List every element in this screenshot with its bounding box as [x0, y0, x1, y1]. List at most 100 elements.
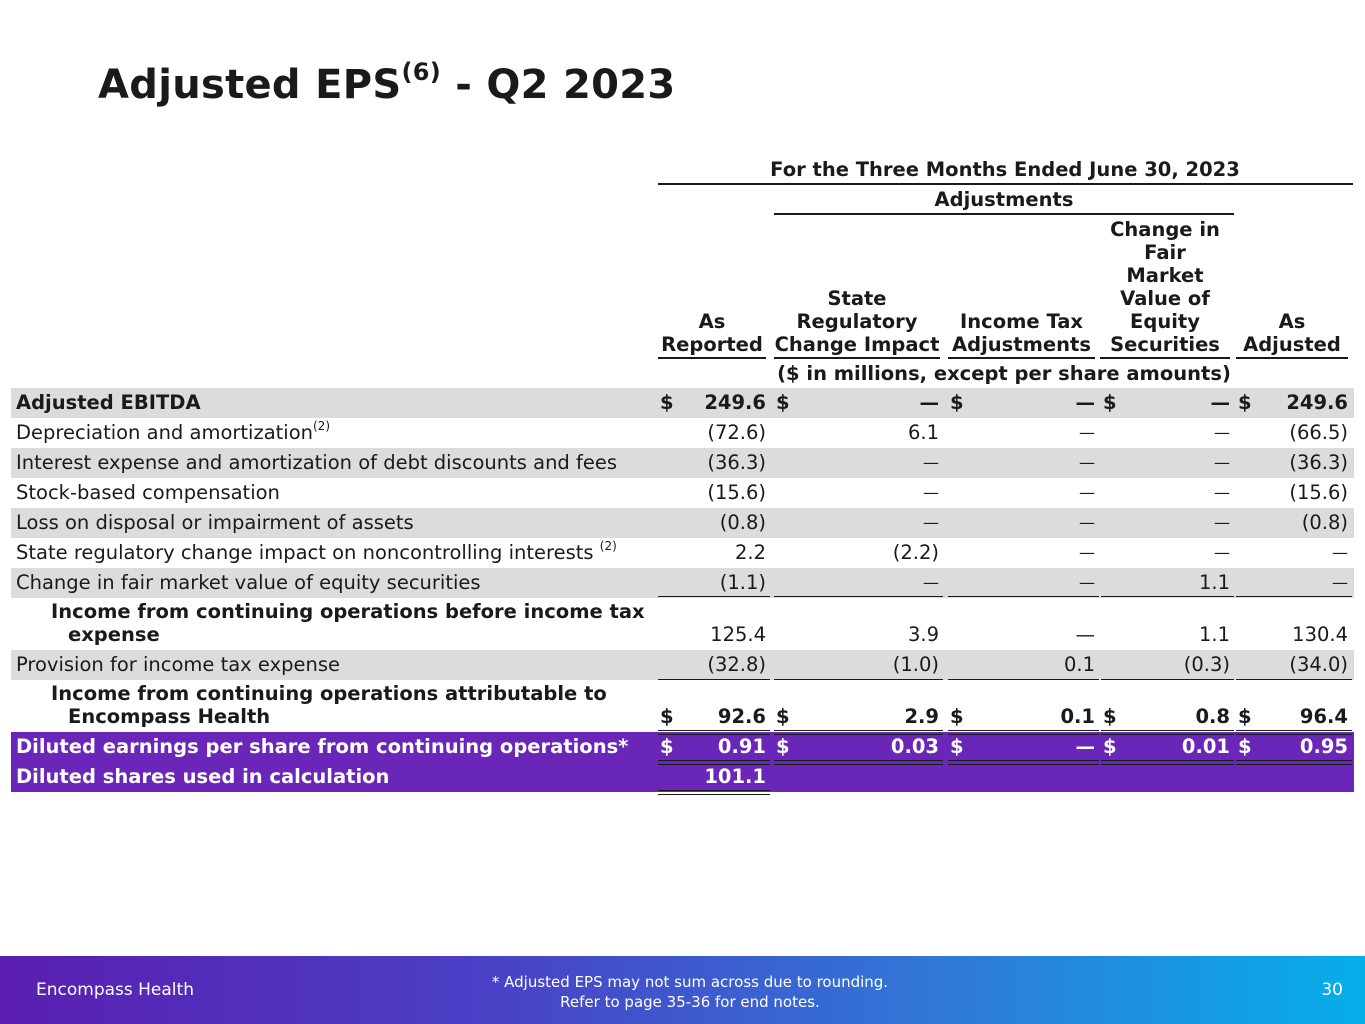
table-cell: — — [1079, 483, 1095, 502]
table-cell: (36.3) — [1289, 451, 1348, 474]
period-header-rule — [658, 183, 1353, 185]
column-header-rule-3 — [1100, 357, 1230, 359]
table-row: Income from continuing operations attrib… — [11, 680, 1354, 732]
table-row: Change in fair market value of equity se… — [11, 568, 1354, 598]
row-label: Diluted earnings per share from continui… — [16, 735, 629, 758]
row-label: Stock-based compensation — [16, 481, 280, 504]
row-label: Provision for income tax expense — [16, 653, 341, 676]
title-superscript: (6) — [401, 58, 441, 86]
table-cell: $0.1 — [950, 705, 1095, 728]
table-cell: — — [1079, 423, 1095, 442]
table-cell: (1.1) — [719, 571, 766, 594]
table-cell: 125.4 — [710, 623, 766, 646]
footer-bar: Encompass Health * Adjusted EPS may not … — [0, 956, 1365, 1024]
table-cell: (66.5) — [1289, 421, 1348, 444]
table-row: Diluted shares used in calculation 101.1 — [11, 762, 1354, 792]
table-cell: (36.3) — [707, 451, 766, 474]
total-underline — [948, 679, 1099, 680]
table-cell: — — [923, 513, 939, 532]
column-header-0: As Reported — [661, 310, 763, 356]
table-cell: — — [1214, 453, 1230, 472]
table-cell: — — [923, 573, 939, 592]
table-cell: $ — — [1103, 391, 1230, 414]
table-cell: $92.6 — [660, 705, 766, 728]
column-header-2: Income Tax Adjustments — [952, 310, 1091, 356]
row-label: Income from continuing operations before… — [51, 600, 645, 646]
table-cell: $96.4 — [1238, 705, 1348, 728]
column-header-3: Change in Fair Market Value of Equity Securit… — [1110, 218, 1220, 356]
total-double-underline — [658, 760, 770, 765]
table-cell: (34.0) — [1289, 653, 1348, 676]
total-double-underline — [1236, 730, 1352, 735]
total-underline — [658, 679, 770, 680]
table-cell — [1103, 765, 1230, 789]
table-cell: $0.91 — [660, 735, 766, 758]
table-cell: — — [1075, 623, 1096, 646]
table-row: Stock-based compensation (15.6) — — — (15.6) — [11, 478, 1354, 508]
total-double-underline — [1236, 760, 1352, 765]
table-cell: $0.03 — [776, 735, 939, 758]
table-cell: — — [1079, 453, 1095, 472]
table-row: Provision for income tax expense (32.8) (1… — [11, 650, 1354, 680]
total-double-underline — [1101, 730, 1234, 735]
table-cell: — — [1214, 483, 1230, 502]
row-label: Income from continuing operations attrib… — [51, 682, 607, 728]
column-header-rule-2 — [948, 357, 1095, 359]
table-cell: $249.6 — [660, 391, 766, 414]
units-header: ($ in millions, except per share amounts… — [777, 362, 1231, 385]
total-double-underline — [948, 760, 1099, 765]
period-header: For the Three Months Ended June 30, 2023 — [770, 158, 1240, 181]
table-cell: 0.1 — [1063, 653, 1095, 676]
column-header-rule-0 — [658, 357, 766, 359]
table-cell: (0.8) — [719, 511, 766, 534]
table-cell: $0.8 — [1103, 705, 1230, 728]
row-label: Depreciation and amortization(2) — [16, 419, 330, 444]
table-cell: — — [1214, 543, 1230, 562]
table-cell — [950, 765, 1095, 789]
column-header-1: State Regulatory Change Impact — [774, 287, 940, 356]
total-underline — [1236, 596, 1352, 597]
row-label: Change in fair market value of equity se… — [16, 571, 481, 594]
table-cell: — — [923, 453, 939, 472]
total-underline — [948, 596, 1099, 597]
table-cell — [776, 765, 939, 789]
total-double-underline — [774, 730, 943, 735]
table-row: Income from continuing operations before… — [11, 598, 1354, 650]
table-row: Depreciation and amortization(2) (72.6) 6.… — [11, 418, 1354, 448]
table-cell: — — [1214, 513, 1230, 532]
table-cell: $2.9 — [776, 705, 939, 728]
row-label: State regulatory change impact on noncon… — [16, 539, 617, 564]
table-cell: (2.2) — [892, 541, 939, 564]
table-cell: 2.2 — [734, 541, 766, 564]
table-cell: — — [1214, 423, 1230, 442]
table-cell: 1.1 — [1198, 571, 1230, 594]
page-title: Adjusted EPS(6) - Q2 2023 — [98, 58, 676, 108]
total-underline — [1101, 596, 1234, 597]
footer-company: Encompass Health — [36, 980, 194, 1000]
total-underline — [658, 596, 770, 597]
table-cell: — — [923, 483, 939, 502]
table-cell: — — [1079, 573, 1095, 592]
table-cell: (0.8) — [1301, 511, 1348, 534]
total-underline — [774, 596, 943, 597]
table-cell: (32.8) — [707, 653, 766, 676]
row-label: Interest expense and amortization of deb… — [16, 451, 618, 474]
table-cell: $249.6 — [1238, 391, 1348, 414]
column-header-rule-4 — [1236, 357, 1348, 359]
table-row: Diluted earnings per share from continui… — [11, 732, 1354, 762]
table-cell: (15.6) — [707, 481, 766, 504]
table-cell: 101.1 — [704, 765, 766, 788]
footer-note: * Adjusted EPS may not sum across due to… — [491, 973, 889, 1011]
table-cell: $ — — [950, 735, 1095, 758]
total-double-underline — [1101, 760, 1234, 765]
column-header-4: As Adjusted — [1243, 310, 1341, 356]
total-underline — [1101, 679, 1234, 680]
row-label: Adjusted EBITDA — [16, 391, 201, 414]
table-cell: $0.95 — [1238, 735, 1348, 758]
table-cell — [1238, 765, 1348, 789]
table-cell: — — [1079, 513, 1095, 532]
total-double-underline — [658, 790, 770, 795]
table-row: Interest expense and amortization of deb… — [11, 448, 1354, 478]
table-cell: $ — — [950, 391, 1095, 414]
table-row: Loss on disposal or impairment of assets… — [11, 508, 1354, 538]
